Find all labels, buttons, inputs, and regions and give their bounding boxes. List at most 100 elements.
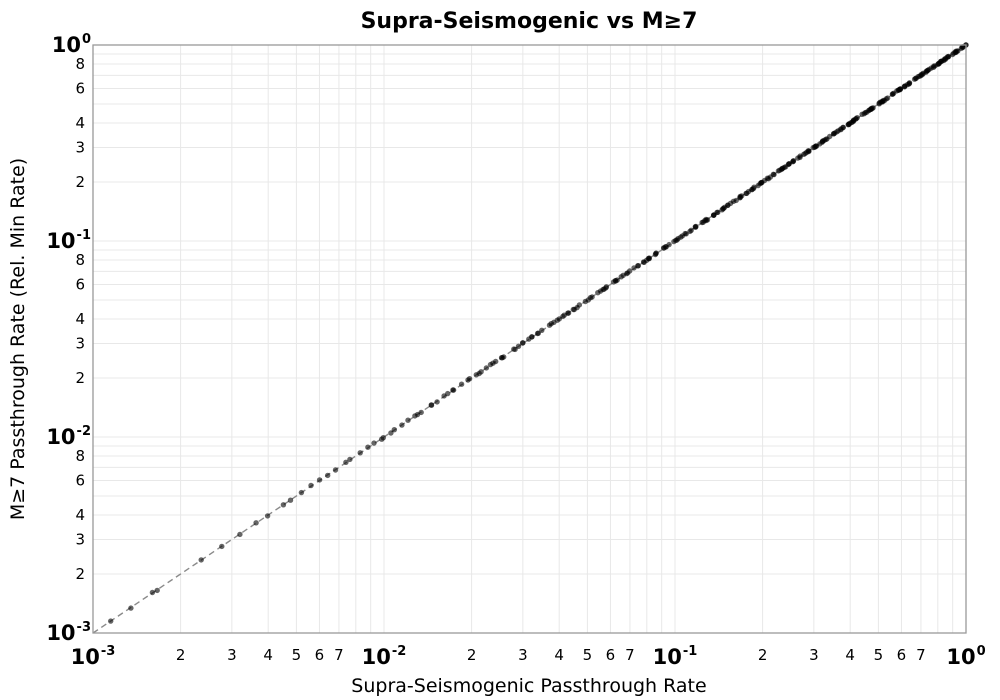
scatter-point (870, 105, 876, 111)
x-axis-minor-tick-label: 7 (916, 646, 926, 664)
scatter-point (450, 387, 457, 393)
scatter-point (823, 136, 829, 142)
x-axis-minor-tick-label: 7 (625, 646, 635, 664)
x-axis-minor-tick-label: 3 (809, 646, 819, 664)
scatter-point (751, 184, 757, 190)
x-axis-minor-tick-label: 5 (292, 646, 302, 664)
scatter-point (653, 250, 659, 257)
scatter-point (730, 198, 737, 204)
scatter-point (478, 369, 484, 375)
scatter-point (646, 255, 652, 261)
scatter-point (253, 520, 259, 526)
y-axis-minor-tick-label: 6 (75, 471, 85, 489)
scatter-point (428, 402, 434, 408)
y-axis-major-tick-label: 10-1 (46, 228, 91, 253)
scatter-point (287, 497, 294, 503)
scatter-point (854, 115, 860, 121)
scatter-point (715, 209, 721, 215)
scatter-point (280, 502, 287, 508)
scatter-point (635, 263, 641, 269)
scatter-point (529, 334, 535, 340)
scatter-point (371, 440, 377, 446)
scatter-point (483, 365, 490, 371)
x-axis-major-tick-label: 10-3 (71, 644, 116, 669)
y-axis-minor-tick-label: 4 (75, 506, 85, 524)
scatter-point (827, 133, 833, 140)
y-axis-minor-tick-label: 4 (75, 310, 85, 328)
scatter-point (388, 430, 394, 436)
x-axis-minor-tick-label: 4 (845, 646, 855, 664)
y-axis-minor-tick-label: 8 (75, 447, 85, 465)
scatter-point (405, 417, 411, 423)
scatter-point (675, 235, 681, 242)
scatter-point (958, 45, 965, 52)
y-axis-minor-tick-label: 3 (75, 530, 85, 548)
scatter-point (264, 513, 271, 519)
scatter-point (770, 171, 777, 177)
scatter-point (589, 294, 595, 300)
scatter-point (790, 158, 796, 164)
scatter-point (711, 212, 717, 218)
scatter-point (298, 489, 305, 496)
scatter-point (434, 399, 440, 405)
scatter-point (501, 354, 507, 360)
scatter-point (576, 302, 583, 308)
plot-border (92, 44, 967, 634)
scatter-point (666, 241, 672, 248)
scatter-point (493, 358, 499, 365)
scatter-point (380, 435, 386, 441)
scatter-point (838, 126, 844, 133)
scatter-point (343, 459, 349, 465)
scatter-point (565, 310, 572, 316)
x-axis-minor-tick-label: 6 (606, 646, 616, 664)
scatter-point (627, 268, 633, 274)
scatter-point (332, 467, 339, 473)
x-axis-minor-tick-label: 6 (315, 646, 325, 664)
y-axis-minor-tick-label: 2 (75, 565, 85, 583)
scatter-point (923, 68, 930, 74)
gridlines (92, 45, 966, 634)
scatter-point (703, 217, 709, 224)
scatter-point (896, 86, 903, 93)
y-axis-major-tick-label: 10-3 (46, 620, 91, 645)
scatter-point (603, 285, 609, 291)
scatter-point (458, 381, 465, 387)
scatter-point (365, 444, 371, 450)
y-axis-minor-tick-label: 3 (75, 334, 85, 352)
scatter-points (108, 42, 969, 624)
scatter-point (357, 450, 363, 456)
scatter-point (198, 557, 204, 563)
x-axis-minor-tick-label: 2 (758, 646, 768, 664)
scatter-point (931, 63, 937, 69)
x-axis-minor-tick-label: 5 (583, 646, 593, 664)
scatter-point (237, 531, 243, 538)
x-axis-minor-tick-label: 2 (467, 646, 477, 664)
y-axis-minor-tick-label: 8 (75, 251, 85, 269)
scatter-point (720, 205, 727, 211)
y-axis-major-tick-label: 10-2 (46, 424, 91, 449)
x-axis-label: Supra-Seismogenic Passthrough Rate (351, 675, 706, 697)
scatter-point (781, 164, 787, 171)
scatter-point (906, 80, 913, 86)
x-axis-minor-tick-label: 2 (176, 646, 186, 664)
scatter-point (108, 618, 114, 624)
scatter-point (520, 340, 526, 346)
scatter-point (515, 343, 522, 349)
scatter-point (683, 231, 689, 237)
x-axis-minor-tick-label: 5 (874, 646, 884, 664)
scatter-point (128, 605, 134, 611)
scatter-point (418, 409, 424, 416)
scatter-point (347, 456, 353, 463)
scatter-point (560, 313, 566, 320)
scatter-point (692, 224, 699, 230)
scatter-point (149, 589, 156, 596)
scatter-point (316, 477, 323, 483)
x-axis-minor-tick-label: 4 (263, 646, 273, 664)
scatter-point (391, 427, 397, 433)
scatter-point (154, 587, 160, 594)
scatter-point (219, 543, 225, 550)
scatter-point (737, 193, 743, 200)
